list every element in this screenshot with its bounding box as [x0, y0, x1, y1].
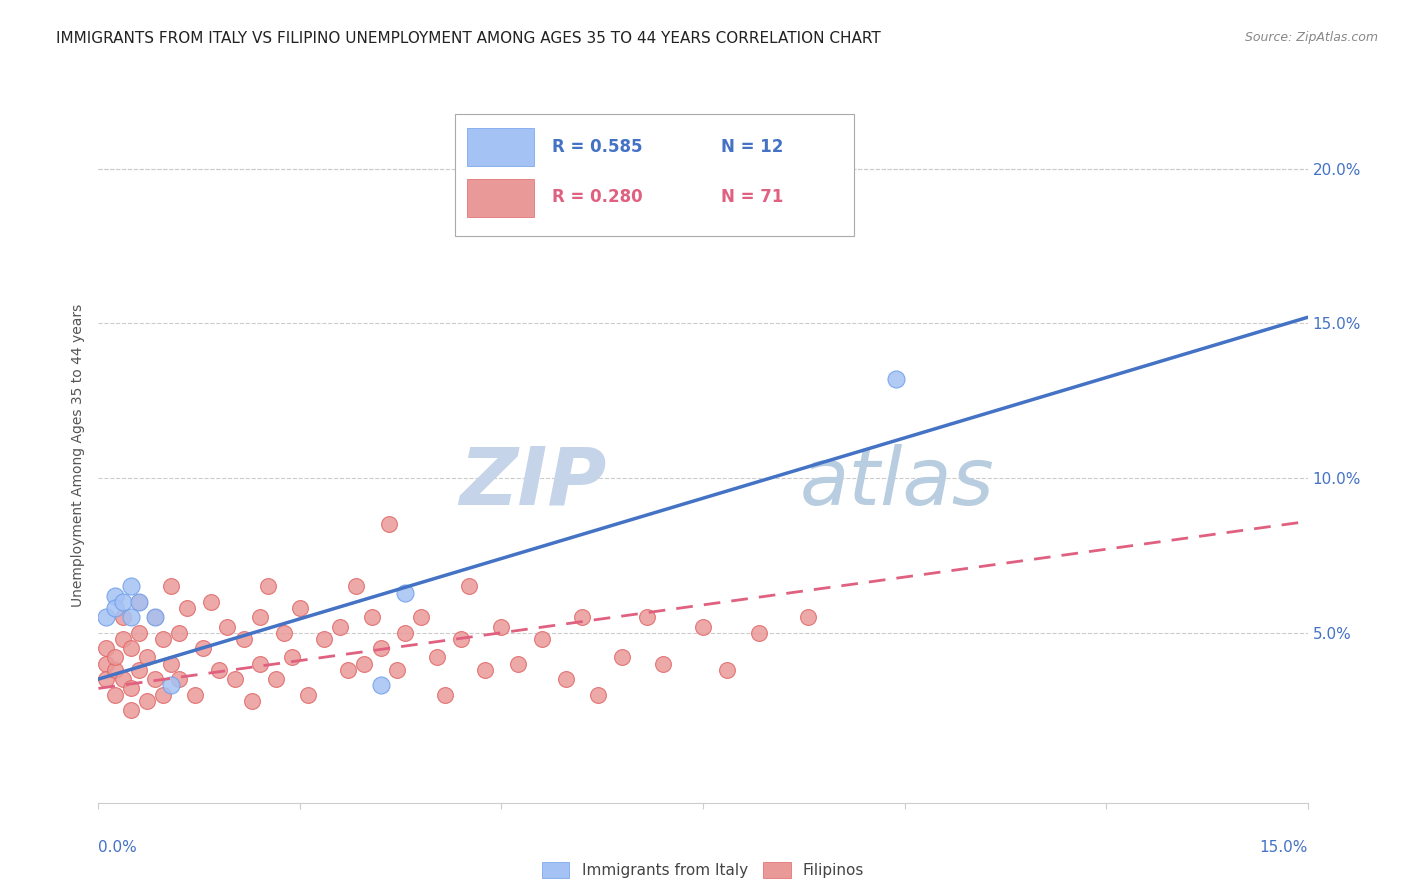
Legend: Immigrants from Italy, Filipinos: Immigrants from Italy, Filipinos — [534, 855, 872, 886]
Point — [111, 632, 134, 646]
Point — [96, 610, 118, 624]
Point — [394, 625, 416, 640]
Point — [193, 641, 215, 656]
Point — [96, 672, 118, 686]
Point — [434, 688, 457, 702]
Point — [385, 663, 408, 677]
Point — [281, 650, 304, 665]
Point — [273, 625, 295, 640]
Point — [128, 625, 150, 640]
Point — [256, 579, 278, 593]
Point — [474, 663, 496, 677]
Point — [288, 601, 311, 615]
Point — [370, 641, 392, 656]
Point — [135, 694, 157, 708]
Point — [96, 641, 118, 656]
Point — [748, 625, 770, 640]
Point — [353, 657, 375, 671]
Point — [458, 579, 481, 593]
Text: N = 71: N = 71 — [721, 188, 783, 206]
Point — [167, 625, 190, 640]
Point — [224, 672, 246, 686]
Point — [96, 657, 118, 671]
Text: R = 0.585: R = 0.585 — [553, 138, 643, 156]
Point — [797, 610, 820, 624]
Point — [120, 703, 142, 717]
Point — [409, 610, 432, 624]
FancyBboxPatch shape — [456, 114, 855, 235]
Text: atlas: atlas — [800, 443, 994, 522]
FancyBboxPatch shape — [467, 128, 534, 166]
Point — [692, 619, 714, 633]
Text: 15.0%: 15.0% — [1260, 840, 1308, 855]
Point — [103, 650, 125, 665]
Point — [120, 681, 142, 696]
Point — [208, 663, 231, 677]
Point — [143, 610, 166, 624]
Point — [361, 610, 384, 624]
Point — [152, 688, 174, 702]
Point — [103, 663, 125, 677]
Point — [329, 619, 352, 633]
Point — [176, 601, 198, 615]
Point — [240, 694, 263, 708]
Text: ZIP: ZIP — [458, 443, 606, 522]
Point — [120, 579, 142, 593]
Point — [167, 672, 190, 686]
Text: R = 0.280: R = 0.280 — [553, 188, 643, 206]
Point — [160, 657, 183, 671]
Point — [111, 610, 134, 624]
Point — [506, 657, 529, 671]
Point — [426, 650, 449, 665]
Text: Source: ZipAtlas.com: Source: ZipAtlas.com — [1244, 31, 1378, 45]
Point — [636, 610, 658, 624]
Point — [120, 641, 142, 656]
Point — [111, 595, 134, 609]
Point — [143, 610, 166, 624]
Point — [200, 595, 222, 609]
Point — [555, 672, 578, 686]
Text: 0.0%: 0.0% — [98, 840, 138, 855]
Point — [344, 579, 367, 593]
Point — [491, 619, 513, 633]
Point — [370, 678, 392, 692]
Point — [249, 657, 271, 671]
Y-axis label: Unemployment Among Ages 35 to 44 years: Unemployment Among Ages 35 to 44 years — [72, 303, 86, 607]
Point — [103, 601, 125, 615]
Text: IMMIGRANTS FROM ITALY VS FILIPINO UNEMPLOYMENT AMONG AGES 35 TO 44 YEARS CORRELA: IMMIGRANTS FROM ITALY VS FILIPINO UNEMPL… — [56, 31, 882, 46]
Point — [128, 595, 150, 609]
Point — [314, 632, 336, 646]
Point — [716, 663, 738, 677]
Point — [128, 595, 150, 609]
Point — [337, 663, 360, 677]
Point — [612, 650, 634, 665]
Point — [232, 632, 254, 646]
Point — [450, 632, 472, 646]
FancyBboxPatch shape — [467, 178, 534, 217]
Point — [135, 650, 157, 665]
Text: N = 12: N = 12 — [721, 138, 783, 156]
Point — [571, 610, 593, 624]
Point — [264, 672, 287, 686]
Point — [530, 632, 553, 646]
Point — [160, 579, 183, 593]
Point — [651, 657, 673, 671]
Point — [217, 619, 239, 633]
Point — [152, 632, 174, 646]
Point — [111, 672, 134, 686]
Point — [160, 678, 183, 692]
Point — [143, 672, 166, 686]
Point — [394, 585, 416, 599]
Point — [184, 688, 207, 702]
Point — [377, 517, 399, 532]
Point — [103, 688, 125, 702]
Point — [886, 372, 908, 386]
Point — [120, 610, 142, 624]
Point — [586, 688, 609, 702]
Point — [249, 610, 271, 624]
Point — [297, 688, 319, 702]
Point — [103, 589, 125, 603]
Point — [128, 663, 150, 677]
